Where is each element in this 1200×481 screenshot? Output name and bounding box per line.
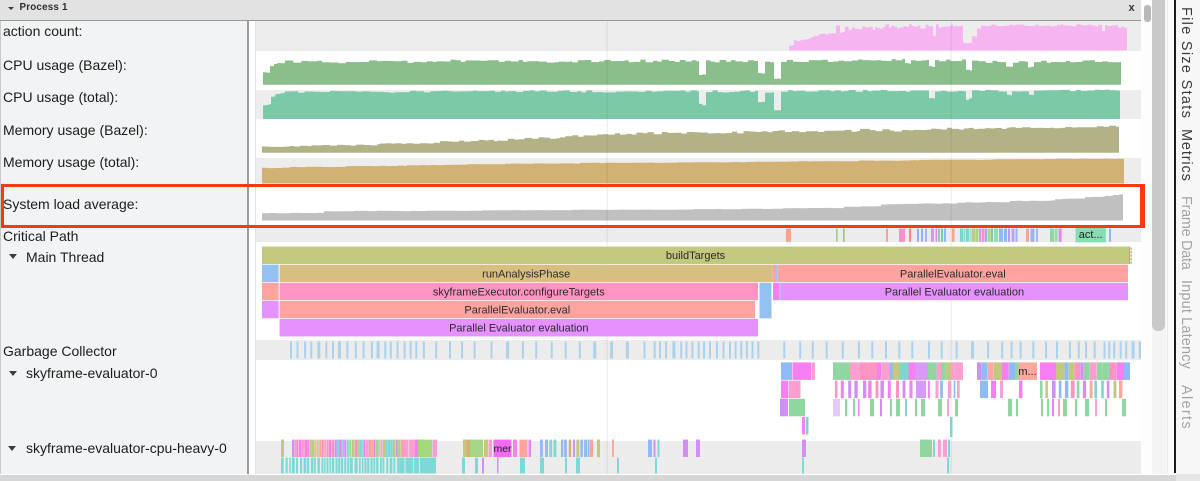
svg-text:buildTargets: buildTargets bbox=[666, 250, 726, 262]
svg-text:skyframeExecutor.configureTarg: skyframeExecutor.configureTargets bbox=[433, 286, 605, 298]
svg-text:mer: mer bbox=[493, 443, 512, 455]
svg-text:Parallel Evaluator evaluation: Parallel Evaluator evaluation bbox=[885, 286, 1024, 298]
svg-text:runAnalysisPhase: runAnalysisPhase bbox=[482, 268, 570, 280]
svg-text:act...: act... bbox=[1079, 229, 1103, 241]
svg-text:Parallel Evaluator evaluation: Parallel Evaluator evaluation bbox=[449, 323, 588, 335]
svg-text:m...: m... bbox=[1018, 366, 1036, 378]
svg-text:ParallelEvaluator.eval: ParallelEvaluator.eval bbox=[900, 268, 1006, 280]
svg-text:ParallelEvaluator.eval: ParallelEvaluator.eval bbox=[464, 305, 570, 317]
